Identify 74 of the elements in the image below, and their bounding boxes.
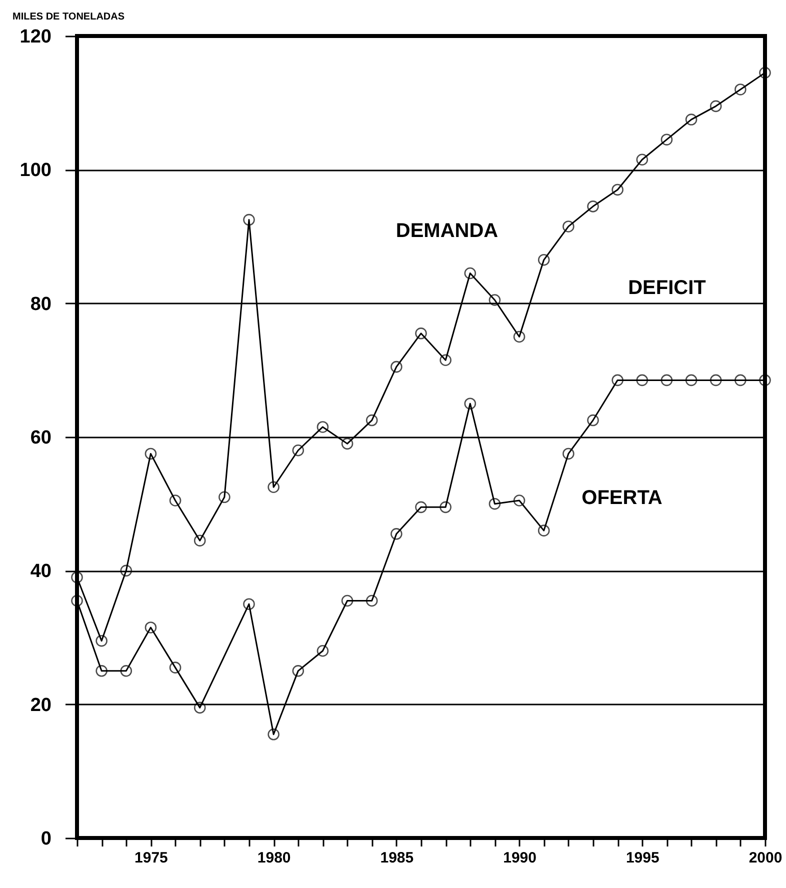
y-tick-label: 100 (20, 160, 52, 182)
y-tick-label: 40 (30, 561, 52, 582)
point (636, 154, 648, 166)
x-tick-label: 1975 (134, 850, 168, 866)
point (612, 374, 624, 386)
annotation: DEFICIT (628, 277, 706, 299)
point (415, 328, 427, 340)
series-label: OFERTA (582, 487, 662, 509)
point (316, 421, 329, 433)
point (243, 598, 255, 610)
point (316, 644, 329, 657)
x-tick-label: 1990 (503, 850, 536, 866)
point (341, 438, 354, 450)
x-tick-label: 2000 (748, 850, 782, 866)
point (120, 665, 132, 677)
point (636, 374, 648, 386)
point (169, 662, 182, 674)
y-tick-label: 60 (30, 428, 52, 448)
point (660, 374, 673, 386)
point (562, 220, 574, 232)
x-tick-label: 1995 (626, 850, 660, 866)
point (488, 294, 501, 306)
point (194, 702, 206, 714)
point (759, 374, 771, 386)
point (759, 66, 771, 79)
point (144, 448, 157, 460)
y-axis-title: MILES DE TONELADAS (12, 12, 125, 22)
point (268, 481, 280, 494)
point (587, 200, 599, 212)
point (120, 564, 132, 577)
point (538, 524, 550, 536)
point (464, 267, 476, 280)
point (734, 84, 746, 96)
point (513, 330, 526, 343)
point (390, 528, 402, 540)
point (96, 634, 108, 647)
point (415, 501, 427, 514)
point (71, 594, 83, 607)
point (685, 114, 698, 126)
point (194, 534, 206, 546)
point (243, 214, 255, 226)
point (440, 501, 452, 514)
y-tick-label: 80 (30, 294, 52, 315)
point (366, 414, 378, 426)
x-tick-label: 1985 (380, 850, 414, 866)
point (710, 374, 722, 386)
point (685, 374, 698, 386)
point (440, 354, 452, 366)
y-tick-label: 20 (30, 694, 52, 716)
point (734, 374, 746, 386)
point (71, 571, 83, 584)
point (513, 494, 526, 506)
point (169, 494, 182, 506)
point (268, 728, 280, 740)
y-tick-label: 0 (40, 828, 52, 850)
point (488, 498, 501, 510)
point (464, 398, 476, 410)
point (96, 665, 108, 677)
point (562, 448, 574, 460)
point (587, 414, 599, 426)
point (341, 594, 354, 607)
point (366, 594, 378, 607)
series-label: DEMANDA (396, 220, 498, 242)
point (538, 254, 550, 266)
y-tick-label: 120 (20, 26, 52, 48)
point (612, 184, 624, 196)
point (292, 444, 304, 456)
x-tick-label: 1980 (257, 850, 291, 866)
point (292, 665, 304, 677)
point (218, 491, 230, 504)
point (660, 134, 673, 146)
point (144, 622, 157, 634)
point (710, 100, 722, 112)
point (390, 360, 402, 373)
